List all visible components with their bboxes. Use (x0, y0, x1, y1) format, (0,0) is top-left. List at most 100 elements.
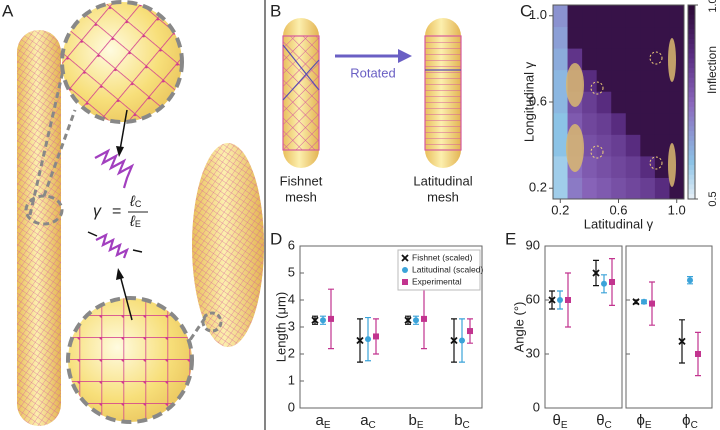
y-tick-label: 90 (526, 237, 540, 252)
heat-cell (654, 48, 670, 71)
x-tick-label: θE (552, 412, 567, 430)
heat-cell (553, 155, 569, 178)
heat-cell (611, 48, 627, 71)
marker-square (421, 315, 427, 322)
y-tick-label: 0 (533, 399, 540, 414)
category-sub: E (561, 420, 568, 430)
heat-cell (625, 26, 641, 49)
colorbar-step (688, 87, 695, 93)
y-tick-label: 2 (288, 345, 295, 360)
colorbar-step (688, 102, 695, 108)
legend-entry: Fishnet (scaled) (401, 252, 473, 262)
colorbar-step (688, 179, 695, 185)
heat-cell (553, 69, 569, 92)
plot-frame (544, 245, 623, 409)
heat-cell (553, 26, 569, 49)
heat-cell (596, 69, 612, 92)
heat-cell (625, 91, 641, 114)
colorbar-tick-label: 0.5 (707, 191, 719, 206)
colorbar-step (688, 160, 695, 166)
heat-cell (596, 112, 612, 135)
colorbar-step (688, 184, 695, 190)
colorbar-step (688, 34, 695, 40)
marker-square (373, 333, 379, 340)
x-tick-label: 1.0 (668, 202, 686, 217)
marker-x (404, 316, 412, 324)
colorbar-step (688, 43, 695, 50)
heat-cell (654, 91, 670, 114)
heat-cell (596, 134, 612, 157)
colorbar-step (688, 121, 695, 127)
heat-cell (654, 26, 670, 49)
heat-cell (582, 134, 598, 157)
category-sub: E (324, 420, 331, 430)
colorbar-frame (687, 4, 696, 200)
category-sub: C (369, 420, 376, 430)
colorbar-step (688, 174, 695, 181)
equation: γ = ℓC ℓE (93, 193, 148, 230)
y-tick-label: 0 (288, 399, 295, 414)
heat-cell (640, 155, 656, 178)
equation-denominator: ℓE (129, 213, 141, 230)
x-tick-label: ϕC (682, 412, 698, 430)
heat-cell (567, 177, 583, 200)
colorbar-step (688, 140, 695, 147)
colorbar-step (688, 14, 695, 21)
heat-cell (640, 48, 656, 71)
y-tick-label: 30 (526, 345, 540, 360)
category-main: b (408, 412, 416, 429)
y-tick-label: 0.6 (529, 93, 547, 108)
x-tick-label: 0.2 (551, 202, 569, 217)
mesh-label: mesh (285, 189, 317, 204)
y-tick-label: 5 (288, 264, 295, 279)
marker-square (467, 328, 473, 335)
panel-label: C (520, 1, 532, 20)
x-tick-label: bE (408, 412, 423, 430)
x-tick-label: ϕE (636, 412, 651, 430)
x-axis-label: Latitudinal γ (584, 216, 654, 231)
legend-label: Latitudinal (scaled) (412, 264, 484, 274)
marker-square (402, 279, 408, 285)
heat-cell (596, 5, 612, 28)
colorbar-tick-label: 1.0 (707, 0, 719, 13)
colorbar-step (688, 165, 695, 171)
colorbar-step (688, 145, 695, 151)
equation-lhs: γ (93, 203, 102, 220)
heat-cell (611, 5, 627, 28)
heat-cell (654, 69, 670, 92)
category-main: a (315, 412, 324, 429)
colorbar-step (688, 53, 695, 59)
eq-sym: ℓ (129, 193, 136, 210)
heat-cell (654, 177, 670, 200)
heat-cell (553, 134, 569, 157)
plot-frame (625, 245, 713, 409)
heat-cell (654, 155, 670, 178)
marker-x (311, 316, 319, 324)
heat-cell (654, 134, 670, 157)
category-sub: C (691, 420, 698, 430)
cell-sketch (668, 143, 676, 187)
heatmap-annotations (566, 38, 676, 187)
category-sub: C (463, 420, 470, 430)
colorbar-step (688, 38, 695, 45)
equation-numerator: ℓC (129, 193, 142, 210)
heat-cell (582, 177, 598, 200)
heat-cell (625, 177, 641, 200)
heat-cell (669, 91, 685, 114)
heat-cell (567, 5, 583, 28)
marker-circle (365, 336, 371, 343)
heat-cell (596, 26, 612, 49)
heat-cell (582, 48, 598, 71)
y-axis-label: Length (μm) (273, 292, 288, 362)
heat-cell (611, 26, 627, 49)
heat-cell (582, 112, 598, 135)
category-main: θ (596, 412, 604, 429)
heat-cell (553, 177, 569, 200)
colorbar-step (688, 189, 695, 195)
category-sub: C (605, 420, 612, 430)
legend-entry: Latitudinal (scaled) (402, 264, 484, 274)
y-tick-label: 3 (288, 318, 295, 333)
cell-sketch (566, 124, 584, 172)
y-tick-label: 6 (288, 237, 295, 252)
marker-square (649, 300, 655, 307)
